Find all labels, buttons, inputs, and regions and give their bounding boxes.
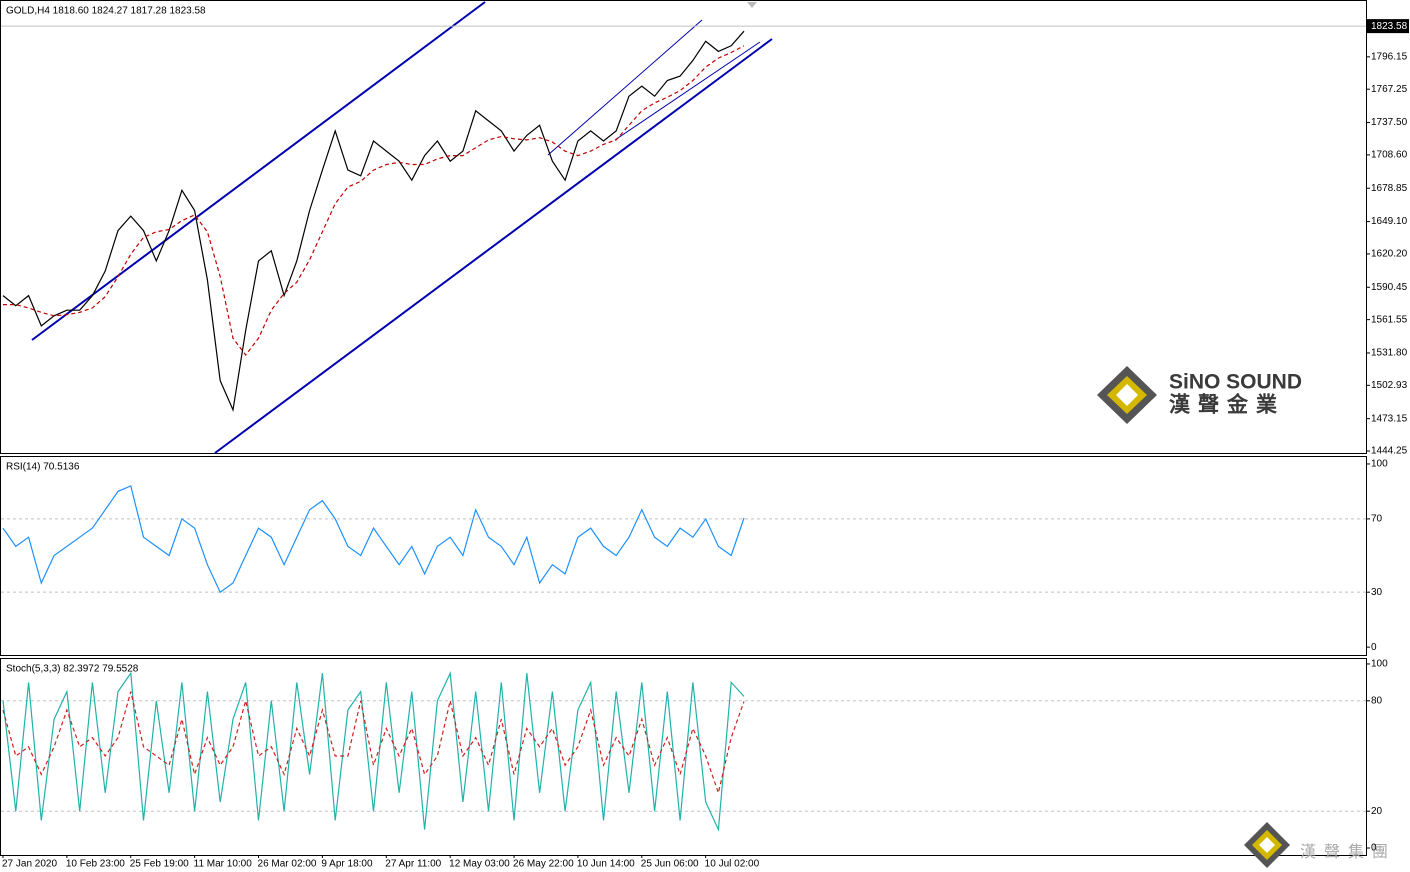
series-line <box>3 45 745 356</box>
y-tick-label: 1561.55 <box>1371 314 1408 325</box>
last-price-label: 1823.58 <box>1371 21 1408 32</box>
y-tick-label: 100 <box>1371 659 1388 670</box>
x-tick-label: 26 May 22:00 <box>513 859 574 870</box>
channel-lines <box>31 1 773 454</box>
series-line <box>2 485 745 594</box>
x-tick-label: 27 Apr 11:00 <box>385 859 441 870</box>
main-panel <box>0 0 1367 454</box>
x-tick-label: 11 Mar 10:00 <box>194 859 253 870</box>
watermark-brand: SiNO SOUND <box>1169 371 1302 394</box>
y-tick-label: 1590.45 <box>1371 282 1408 293</box>
x-tick-label: 27 Jan 2020 <box>2 859 57 870</box>
x-tick-label: 12 May 03:00 <box>449 859 510 870</box>
y-tick-label: 1620.20 <box>1371 249 1408 260</box>
inner-channel <box>547 19 761 156</box>
y-tick-label: 30 <box>1371 587 1383 598</box>
stoch-panel <box>0 658 1367 856</box>
inner-lower <box>614 41 761 141</box>
series-line <box>2 670 745 832</box>
x-tick-label: 25 Feb 19:00 <box>130 859 189 870</box>
logo-inner <box>1116 384 1138 406</box>
channel-lower <box>214 38 773 454</box>
y-tick-label: 1767.25 <box>1371 84 1408 95</box>
y-tick-label: 1531.80 <box>1371 348 1408 359</box>
y-tick-label: 1678.85 <box>1371 183 1408 194</box>
y-tick-label: 0 <box>1371 843 1377 854</box>
y-tick-label: 1708.60 <box>1371 150 1408 161</box>
last-price-box <box>1367 19 1409 34</box>
rsi-panel <box>0 456 1367 656</box>
y-tick-label: 1444.25 <box>1371 446 1408 457</box>
x-tick-label: 25 Jun 06:00 <box>641 859 699 870</box>
x-tick-label: 10 Feb 23:00 <box>66 859 125 870</box>
watermark-group: 漢聲集團 <box>1300 843 1396 861</box>
y-tick-label: 1502.93 <box>1371 380 1408 391</box>
channel-upper <box>31 1 486 341</box>
inner-upper <box>547 19 703 156</box>
shift-marker <box>747 2 757 8</box>
y-tick-label: 1796.15 <box>1371 51 1408 62</box>
panel-title: GOLD,H4 1818.60 1824.27 1817.28 1823.58 <box>6 6 206 17</box>
y-tick-label: 1649.10 <box>1371 216 1408 227</box>
x-tick-label: 26 Mar 02:00 <box>258 859 317 870</box>
panel-title: Stoch(5,3,3) 82.3972 79.5528 <box>6 664 139 675</box>
y-tick-label: 1737.50 <box>1371 117 1408 128</box>
x-tick-label: 10 Jul 02:00 <box>705 859 760 870</box>
watermark-chinese: 漢聲金業 <box>1169 393 1285 417</box>
y-tick-label: 20 <box>1371 806 1383 817</box>
y-tick-label: 1473.15 <box>1371 413 1408 424</box>
panel-title: RSI(14) 70.5136 <box>6 462 80 473</box>
logo-small-inner <box>1259 837 1275 853</box>
x-tick-label: 9 Apr 18:00 <box>321 859 373 870</box>
y-tick-label: 70 <box>1371 514 1383 525</box>
x-tick-label: 10 Jun 14:00 <box>577 859 635 870</box>
series-line <box>2 30 745 413</box>
series-line <box>2 691 745 795</box>
y-tick-label: 100 <box>1371 459 1388 470</box>
y-tick-label: 0 <box>1371 642 1377 653</box>
y-tick-label: 80 <box>1371 695 1383 706</box>
